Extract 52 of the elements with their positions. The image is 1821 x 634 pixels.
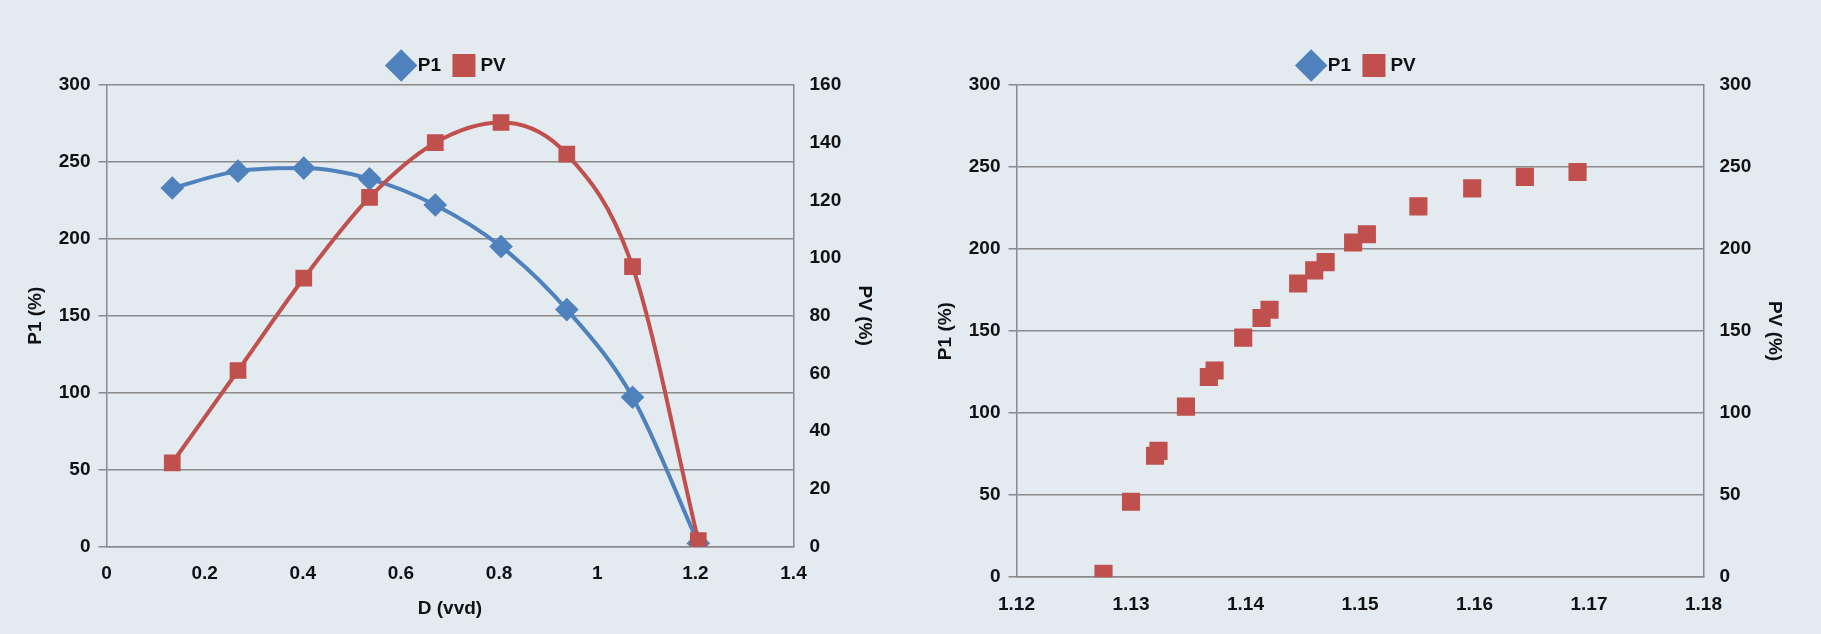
y-tick-label: 200 [968, 237, 1001, 259]
x-tick-label: 1.14 [1227, 592, 1265, 614]
x-tick-label: 0 [101, 562, 112, 584]
y2-axis-title: PV (%) [1765, 301, 1787, 362]
x-tick-label: 0.8 [485, 562, 513, 584]
y2-tick-label: 250 [1719, 155, 1752, 177]
y-tick-label: 200 [58, 227, 91, 249]
y2-tick-label: 150 [1719, 319, 1752, 341]
y-tick-label: 50 [69, 457, 91, 479]
y2-tick-label: 100 [809, 246, 842, 268]
x-tick-label: 1.15 [1341, 592, 1379, 614]
x-tick-label: 1.13 [1112, 592, 1150, 614]
y2-tick-label: 120 [809, 188, 842, 210]
x-tick-label: 1.4 [780, 562, 808, 584]
y2-tick-label: 100 [1719, 401, 1752, 423]
y2-tick-label: 60 [809, 361, 831, 383]
y2-tick-label: 0 [809, 534, 821, 556]
y-tick-label: 300 [58, 73, 91, 95]
x-tick-label: 0.2 [191, 562, 218, 584]
y2-axis-title: PV (%) [855, 285, 877, 346]
y-tick-label: 100 [968, 401, 1001, 423]
y-tick-label: 150 [968, 319, 1001, 341]
x-tick-label: 1.12 [998, 592, 1035, 614]
y-tick-label: 300 [968, 73, 1001, 95]
legend-label: PV [1390, 53, 1417, 75]
x-tick-label: 0.4 [289, 562, 317, 584]
y2-tick-label: 140 [809, 130, 842, 152]
y2-tick-label: 40 [809, 419, 831, 441]
x-tick-label: 1.17 [1570, 592, 1608, 614]
y-tick-label: 150 [58, 303, 91, 325]
x-tick-label: 0.6 [387, 562, 415, 584]
x-tick-label: 1.16 [1456, 592, 1493, 614]
legend-label: PV [480, 53, 507, 75]
y2-tick-label: 160 [809, 73, 842, 95]
y-axis-title: P1 (%) [933, 302, 955, 361]
x-tick-label: 1.18 [1685, 592, 1722, 614]
legend-label: P1 [417, 53, 442, 75]
y-tick-label: 250 [58, 150, 91, 172]
x-tick-label: 1 [591, 562, 603, 584]
y2-tick-label: 50 [1719, 483, 1741, 505]
x-tick-label: 1.2 [682, 562, 709, 584]
y-tick-label: 250 [968, 155, 1001, 177]
y-tick-label: 0 [79, 534, 91, 556]
y-tick-label: 50 [979, 483, 1001, 505]
y2-tick-label: 200 [1719, 237, 1752, 259]
y2-tick-label: 20 [809, 476, 831, 498]
x-axis-title: D (vvd) [417, 596, 483, 618]
y2-tick-label: 300 [1719, 73, 1752, 95]
y-axis-title: P1 (%) [23, 286, 45, 345]
y2-tick-label: 80 [809, 303, 831, 325]
y-tick-label: 100 [58, 380, 91, 402]
legend-label: P1 [1327, 53, 1352, 75]
